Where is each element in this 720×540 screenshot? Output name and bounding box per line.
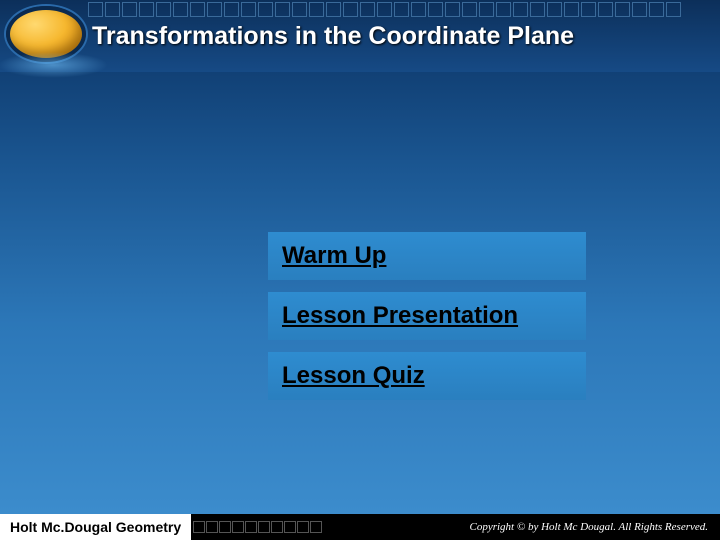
nav-lesson-quiz[interactable]: Lesson Quiz <box>268 352 586 400</box>
header-strip: Transformations in the Coordinate Plane <box>0 0 720 72</box>
nav-item-label: Lesson Presentation <box>282 302 518 330</box>
nav-stack: Warm Up Lesson Presentation Lesson Quiz <box>268 232 586 400</box>
nav-lesson-presentation[interactable]: Lesson Presentation <box>268 292 586 340</box>
header-decor-squares <box>88 2 681 17</box>
footer-copyright: Copyright © by Holt Mc Dougal. All Right… <box>469 521 708 533</box>
footer-brand: Holt Mc.Dougal Geometry <box>0 514 191 540</box>
nav-item-label: Warm Up <box>282 242 386 270</box>
footer-decor-squares <box>193 521 322 533</box>
footer-bar: Holt Mc.Dougal Geometry Copyright © by H… <box>0 514 720 540</box>
page-title: Transformations in the Coordinate Plane <box>92 22 574 51</box>
logo-ellipse-icon <box>6 6 86 62</box>
nav-item-label: Lesson Quiz <box>282 362 425 390</box>
nav-warm-up[interactable]: Warm Up <box>268 232 586 280</box>
